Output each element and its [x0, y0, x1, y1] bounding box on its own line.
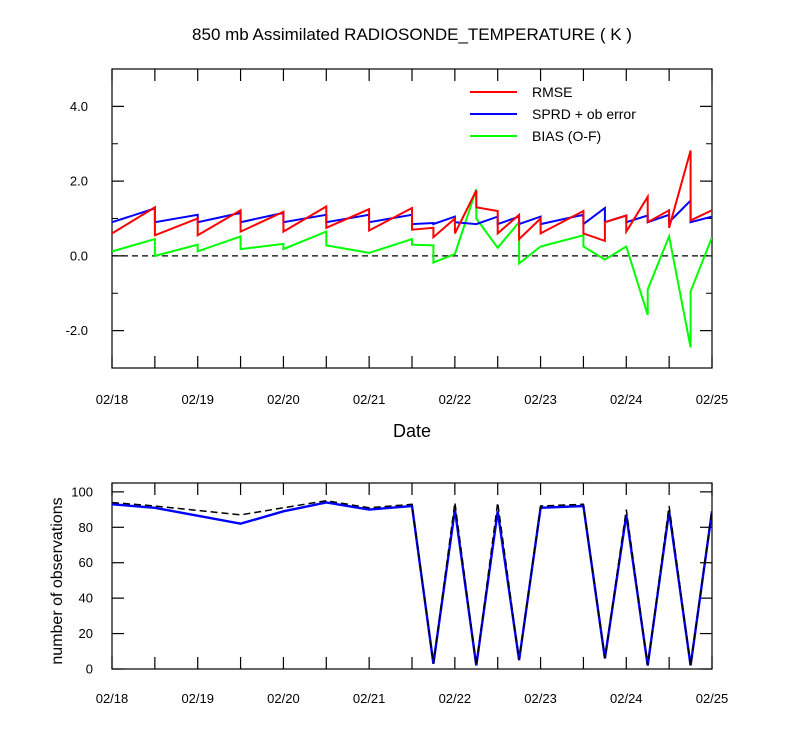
- top-series-bias-o-f-line: [112, 188, 712, 348]
- bottom-ytick-label: 40: [79, 591, 93, 606]
- top-series-sprd-ob-error-line: [112, 198, 712, 227]
- bottom-xtick-label: 02/19: [181, 691, 214, 706]
- bottom-xtick-label: 02/24: [610, 691, 643, 706]
- top-xtick-label: 02/25: [696, 392, 729, 407]
- top-xtick-label: 02/23: [524, 392, 557, 407]
- bottom-ytick-label: 0: [86, 662, 93, 677]
- top-ytick-label: -2.0: [66, 323, 88, 338]
- top-xtick-label: 02/21: [353, 392, 386, 407]
- bottom-xtick-label: 02/23: [524, 691, 557, 706]
- bottom-ytick-label: 20: [79, 626, 93, 641]
- top-ytick-label: 2.0: [70, 174, 88, 189]
- bottom-ytick-label: 60: [79, 555, 93, 570]
- bottom-ytick-label: 80: [79, 520, 93, 535]
- top-xtick-label: 02/24: [610, 392, 643, 407]
- bottom-ytick-label: 100: [71, 484, 93, 499]
- top-chart-title: 850 mb Assimilated RADIOSONDE_TEMPERATUR…: [192, 25, 632, 44]
- top-xtick-label: 02/22: [439, 392, 472, 407]
- bottom-xtick-label: 02/22: [439, 691, 472, 706]
- top-xtick-label: 02/18: [96, 392, 129, 407]
- bottom-y-axis-label: number of observations: [49, 497, 66, 664]
- bottom-xtick-label: 02/21: [353, 691, 386, 706]
- bottom-series-assimilated-line: [112, 501, 712, 666]
- top-x-axis-label: Date: [393, 421, 431, 441]
- legend-label-sprd-ob-error: SPRD + ob error: [532, 106, 636, 122]
- top-ytick-label: 0.0: [70, 248, 88, 263]
- bottom-xtick-label: 02/25: [696, 691, 729, 706]
- legend-label-bias-o-f: BIAS (O-F): [532, 128, 601, 144]
- top-xtick-label: 02/19: [181, 392, 214, 407]
- top-series-rmse-line: [112, 150, 712, 243]
- top-ytick-label: 4.0: [70, 99, 88, 114]
- bottom-xtick-label: 02/18: [96, 691, 129, 706]
- legend-label-rmse: RMSE: [532, 84, 572, 100]
- bottom-series-total-line: [112, 499, 712, 666]
- top-xtick-label: 02/20: [267, 392, 300, 407]
- bottom-xtick-label: 02/20: [267, 691, 300, 706]
